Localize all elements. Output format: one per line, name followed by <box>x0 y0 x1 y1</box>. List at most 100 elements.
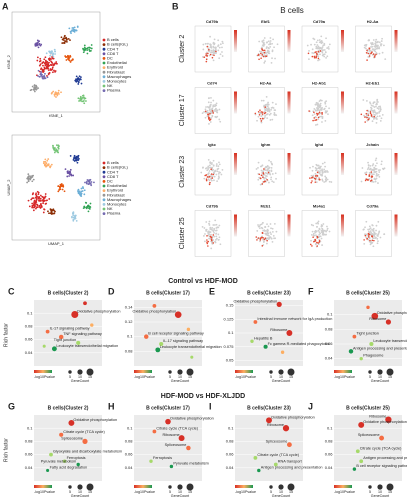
cell-dot <box>65 56 67 59</box>
cell-dot <box>266 117 269 120</box>
cell-dot <box>210 228 213 231</box>
cell-dot <box>212 224 215 226</box>
cell-dot <box>313 234 316 237</box>
bubble <box>273 462 278 467</box>
cell-dot <box>84 181 86 184</box>
cell-dot <box>77 80 80 83</box>
gene-name: Cd79b <box>206 19 219 24</box>
legend-label: B cells(IGL) <box>107 42 129 47</box>
expr-dot <box>319 50 322 52</box>
size-legend-label: 15 <box>88 375 92 379</box>
expr-dot <box>368 174 371 176</box>
cell-dot <box>202 43 205 46</box>
term-label: Tight junction <box>356 332 378 336</box>
comparison-title: HDF-MOD vs HDF-XLJDD <box>161 393 245 400</box>
gene-name: H2-Aa <box>367 19 379 24</box>
feature-frame <box>248 87 285 134</box>
term-label: Citrate cycle (TCA cycle) <box>257 453 299 457</box>
term-label: Oxidative phosphorylation <box>233 299 277 303</box>
cell-dot <box>39 73 42 76</box>
expr-dot <box>212 234 215 236</box>
size-legend-label: 10 <box>178 375 182 379</box>
cell-dot <box>371 109 374 112</box>
cell-dot <box>380 163 383 166</box>
cell-dot <box>85 206 88 208</box>
cell-dot <box>374 48 377 51</box>
cell-dot <box>268 110 271 113</box>
cell-dot <box>263 117 266 120</box>
cell-dot <box>44 163 47 166</box>
legend-swatch <box>102 89 106 92</box>
cell-dot <box>314 116 317 118</box>
cell-dot <box>77 188 80 191</box>
term-label: Oxidative phosphorylation <box>73 418 117 422</box>
feature-frame <box>301 87 339 134</box>
cell-dot <box>40 68 42 71</box>
feature-frame <box>194 210 232 257</box>
cell-dot <box>208 54 211 57</box>
cell-dot <box>52 146 55 148</box>
cell-dot <box>316 109 319 112</box>
cell-dot <box>271 227 274 230</box>
legend-swatch <box>102 207 106 211</box>
bubble <box>178 435 185 442</box>
cell-dot <box>209 166 212 169</box>
cell-dot <box>83 189 86 192</box>
cell-dot <box>215 223 218 226</box>
cell-dot <box>275 114 278 117</box>
y-tick-label: 0.04 <box>325 356 334 361</box>
cell-dot <box>53 212 55 215</box>
expr-dot <box>262 172 265 175</box>
cell-dot <box>215 237 218 240</box>
term-label: Ferroptosis <box>153 456 172 460</box>
cell-dot <box>52 90 55 93</box>
feature-frame <box>248 148 285 196</box>
expr-dot <box>318 178 321 181</box>
expr-dot <box>363 239 365 241</box>
cell-dot <box>82 51 85 54</box>
legend-swatch <box>102 38 106 42</box>
expr-dot <box>210 168 212 171</box>
cell-dot <box>210 51 213 54</box>
cell-dot <box>50 64 53 67</box>
cell-dot <box>209 43 212 46</box>
expr-dot <box>257 237 260 239</box>
legend-label: CD8 T <box>107 174 119 179</box>
cell-dot <box>215 232 217 235</box>
cell-dot <box>217 49 220 52</box>
expr-dot <box>260 111 263 113</box>
term-label: Spliceosome <box>61 436 83 440</box>
cell-dot <box>36 203 39 206</box>
cell-dot <box>63 34 66 37</box>
cell-dot <box>361 167 364 169</box>
expr-dot <box>314 239 317 242</box>
cell-dot <box>203 227 206 229</box>
expr-dot <box>263 51 266 54</box>
bubble <box>152 303 157 308</box>
cell-dot <box>50 52 53 54</box>
y-tick-label: 0.04 <box>25 350 34 355</box>
cell-dot <box>202 56 204 58</box>
cell-dot <box>218 108 221 111</box>
cell-dot <box>315 225 318 228</box>
cell-dot <box>40 43 43 46</box>
size-legend-dot <box>278 484 284 490</box>
size-legend-dot <box>186 368 194 376</box>
cell-dot <box>373 106 376 108</box>
cell-dot <box>266 173 269 175</box>
expr-dot <box>206 242 209 245</box>
cell-dot <box>269 112 272 115</box>
cell-dot <box>80 192 83 195</box>
cell-dot <box>208 106 211 109</box>
color-bar <box>394 153 398 175</box>
cell-dot <box>360 180 363 183</box>
cell-dot <box>379 107 382 109</box>
cell-dot <box>211 229 214 232</box>
cell-dot <box>315 167 318 170</box>
cell-dot <box>70 32 72 35</box>
color-bar <box>394 214 398 237</box>
y-tick-label: 0.04 <box>325 465 334 470</box>
legend-swatch <box>102 198 106 202</box>
cell-dot <box>268 166 271 169</box>
cell-dot <box>321 178 324 181</box>
